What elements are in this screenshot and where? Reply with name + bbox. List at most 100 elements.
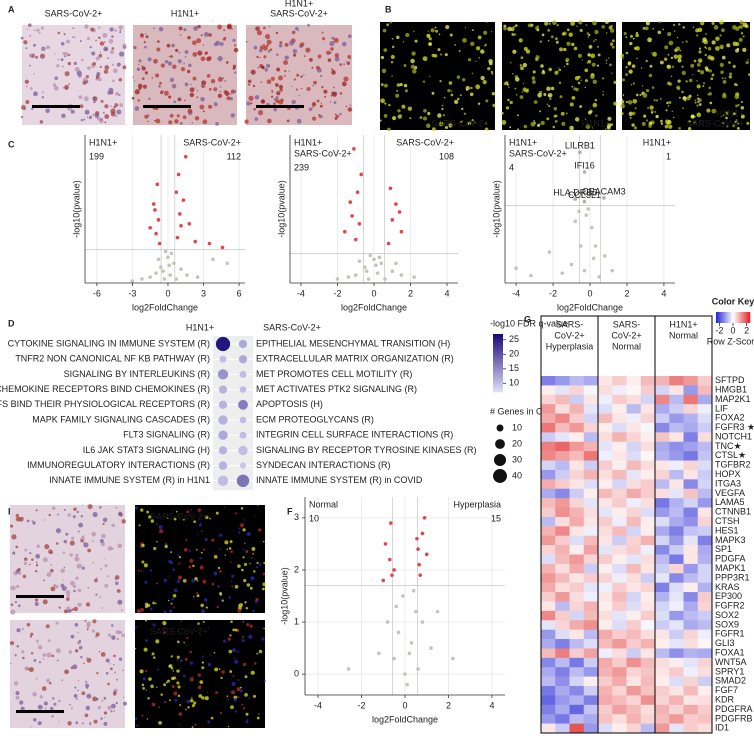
texture <box>163 610 167 614</box>
heat-cell <box>683 592 699 602</box>
texture <box>73 36 76 39</box>
group-label: Hyperplasia <box>453 499 501 509</box>
texture <box>200 551 203 554</box>
texture <box>85 705 91 711</box>
texture <box>643 114 647 118</box>
heat-cell <box>569 376 585 386</box>
group-label: Normal <box>309 499 338 509</box>
texture <box>215 691 218 695</box>
heat-cell <box>626 413 642 424</box>
heat-cell <box>598 469 613 480</box>
texture <box>44 519 46 521</box>
gene-label: SP1 <box>715 544 732 554</box>
gene-label: WNT5A <box>715 657 747 667</box>
texture <box>702 85 705 87</box>
texture <box>230 705 234 710</box>
heat-cell <box>583 498 599 508</box>
heat-cell <box>697 507 713 518</box>
texture <box>19 700 24 705</box>
texture <box>558 68 562 72</box>
texture <box>148 691 151 693</box>
texture <box>91 629 96 633</box>
texture <box>224 540 229 545</box>
texture <box>260 81 263 83</box>
texture <box>383 48 388 52</box>
texture <box>311 102 317 107</box>
texture <box>113 654 116 658</box>
heat-cell <box>655 535 670 546</box>
texture <box>291 30 296 35</box>
heat-cell <box>598 686 613 696</box>
heat-cell <box>683 667 699 677</box>
heat-cell <box>683 648 699 659</box>
heat-cell <box>683 629 699 640</box>
texture <box>30 651 34 655</box>
texture <box>191 122 193 124</box>
texture <box>98 651 101 653</box>
heat-cell <box>598 432 613 443</box>
texture <box>103 711 108 715</box>
heat-cell <box>541 385 556 396</box>
heat-cell <box>669 394 684 405</box>
heat-cell <box>669 601 684 612</box>
dot <box>239 386 247 393</box>
texture <box>197 508 202 512</box>
texture <box>587 110 592 115</box>
texture <box>34 601 39 607</box>
texture <box>429 75 431 78</box>
texture <box>55 528 62 534</box>
texture <box>471 29 474 32</box>
texture <box>141 543 145 548</box>
texture <box>248 83 251 86</box>
heat-cell <box>569 582 585 593</box>
texture <box>296 118 302 124</box>
heat-cell <box>583 554 599 565</box>
texture <box>516 94 518 96</box>
point <box>159 265 163 270</box>
heat-cell <box>697 639 713 649</box>
texture <box>333 37 339 43</box>
texture <box>156 686 158 688</box>
point <box>377 255 382 260</box>
heat-cell <box>683 563 699 574</box>
texture <box>63 508 66 511</box>
texture <box>76 563 82 569</box>
heat-cell <box>583 667 599 677</box>
texture <box>473 121 476 124</box>
texture <box>103 721 108 726</box>
heat-cell <box>640 686 656 696</box>
texture <box>532 124 534 126</box>
texture <box>172 64 177 69</box>
heat-cell <box>569 394 585 405</box>
texture <box>309 58 313 62</box>
heat-cell <box>598 582 613 593</box>
texture <box>462 78 466 82</box>
texture <box>162 90 165 92</box>
texture <box>142 686 145 690</box>
texture <box>696 62 701 67</box>
texture <box>148 515 152 519</box>
color-tick-label: 10 <box>509 378 519 388</box>
heat-cell <box>683 554 699 565</box>
heat-cell <box>683 535 699 546</box>
texture <box>189 698 194 703</box>
texture <box>92 696 98 702</box>
texture <box>658 20 661 24</box>
point <box>514 266 518 271</box>
heat-cell <box>683 545 699 555</box>
texture <box>184 82 189 87</box>
heat-cell <box>640 667 656 677</box>
texture <box>426 123 431 128</box>
point <box>381 578 386 583</box>
texture <box>244 542 246 544</box>
term-label: FLT3 SIGNALING (R) <box>123 430 210 440</box>
texture <box>69 703 71 706</box>
heat-cell <box>612 498 627 508</box>
point-label: CCL3L1 <box>568 190 601 200</box>
texture <box>577 81 581 85</box>
texture <box>46 45 50 50</box>
texture <box>191 726 194 728</box>
texture <box>138 524 141 527</box>
texture <box>255 26 260 31</box>
texture <box>546 103 549 105</box>
